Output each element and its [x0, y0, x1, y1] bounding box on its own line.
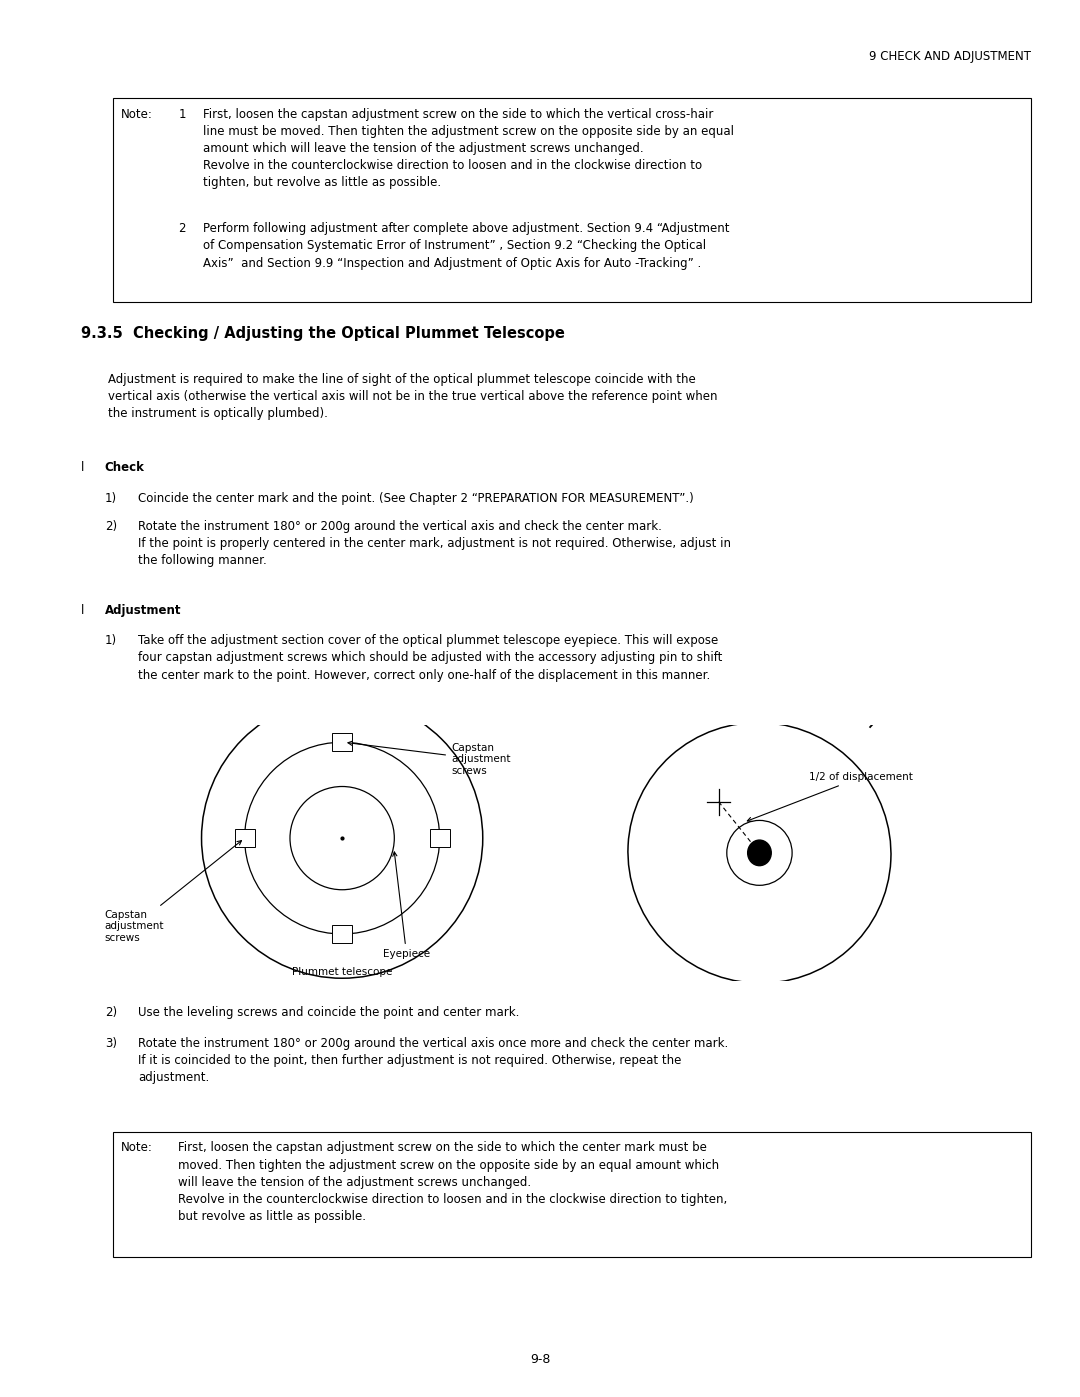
- Bar: [430, 830, 449, 847]
- Text: Capstan
adjustment
screws: Capstan adjustment screws: [105, 841, 242, 943]
- Bar: [333, 925, 352, 943]
- Text: First, loosen the capstan adjustment screw on the side to which the vertical cro: First, loosen the capstan adjustment scr…: [203, 108, 734, 190]
- Text: l: l: [81, 461, 84, 474]
- Text: 9.3.5  Checking / Adjusting the Optical Plummet Telescope: 9.3.5 Checking / Adjusting the Optical P…: [81, 326, 565, 341]
- Bar: [113, 98, 1031, 302]
- Bar: [333, 733, 352, 752]
- Text: Note:: Note:: [121, 1141, 153, 1154]
- Text: Use the leveling screws and coincide the point and center mark.: Use the leveling screws and coincide the…: [138, 1006, 519, 1018]
- Text: 9-8: 9-8: [530, 1354, 550, 1366]
- Text: 3): 3): [105, 1037, 117, 1049]
- Text: 2): 2): [105, 520, 117, 532]
- Text: l: l: [81, 604, 84, 616]
- Text: Perform following adjustment after complete above adjustment. Section 9.4 “Adjus: Perform following adjustment after compl…: [203, 222, 730, 270]
- Text: Rotate the instrument 180° or 200g around the vertical axis and check the center: Rotate the instrument 180° or 200g aroun…: [138, 520, 731, 567]
- Circle shape: [747, 840, 771, 866]
- Text: Plummet telescope: Plummet telescope: [292, 967, 392, 977]
- Text: Adjustment: Adjustment: [105, 604, 181, 616]
- Text: 2: 2: [178, 222, 186, 235]
- Text: 9 CHECK AND ADJUSTMENT: 9 CHECK AND ADJUSTMENT: [869, 50, 1031, 63]
- Text: Capstan
adjustment
screws: Capstan adjustment screws: [348, 742, 511, 775]
- Text: 1): 1): [105, 634, 117, 647]
- Text: Take off the adjustment section cover of the optical plummet telescope eyepiece.: Take off the adjustment section cover of…: [138, 634, 723, 682]
- Text: Note:: Note:: [121, 108, 153, 120]
- Text: Rotate the instrument 180° or 200g around the vertical axis once more and check : Rotate the instrument 180° or 200g aroun…: [138, 1037, 729, 1084]
- Text: 1: 1: [178, 108, 186, 120]
- Text: Coincide the center mark and the point. (See Chapter 2 “PREPARATION FOR MEASUREM: Coincide the center mark and the point. …: [138, 492, 694, 504]
- Text: 1): 1): [105, 492, 117, 504]
- Text: Eyepiece: Eyepiece: [383, 852, 430, 960]
- Bar: [113, 1132, 1031, 1257]
- Text: 2): 2): [105, 1006, 117, 1018]
- Text: 1/2 of displacement: 1/2 of displacement: [747, 773, 914, 821]
- Text: Check: Check: [105, 461, 145, 474]
- Text: First, loosen the capstan adjustment screw on the side to which the center mark : First, loosen the capstan adjustment scr…: [178, 1141, 728, 1224]
- Bar: [234, 830, 255, 847]
- Text: Adjustment is required to make the line of sight of the optical plummet telescop: Adjustment is required to make the line …: [108, 373, 717, 420]
